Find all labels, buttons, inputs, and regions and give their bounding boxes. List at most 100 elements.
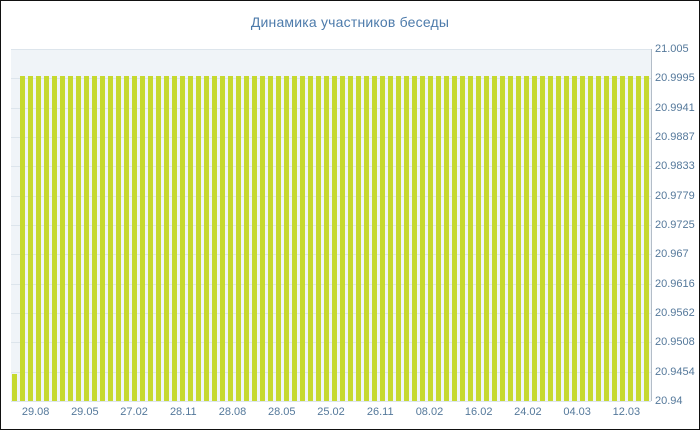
x-axis-tick-label: 29.08 (21, 406, 50, 418)
y-axis-tick-label: 20.9833 (655, 160, 695, 173)
bar (564, 76, 569, 401)
gridline (11, 313, 651, 314)
bar (492, 76, 497, 401)
bar (132, 76, 137, 401)
bar (220, 76, 225, 401)
bar (52, 76, 57, 401)
bar (556, 76, 561, 401)
bar (548, 76, 553, 401)
x-axis-tick-label: 28.11 (169, 406, 197, 418)
y-axis-tick-label: 20.9887 (655, 131, 695, 143)
bar (156, 76, 161, 401)
y-axis-tick-label: 20.9995 (655, 72, 695, 85)
bar (372, 76, 377, 401)
bar (276, 76, 281, 401)
chart-title: Динамика участников беседы (250, 14, 450, 30)
bar (604, 76, 609, 401)
bar (268, 76, 273, 401)
bar (252, 76, 257, 401)
plot-area (11, 49, 652, 402)
x-axis-tick-label: 29.05 (71, 406, 99, 418)
x-axis-tick-label: 28.08 (218, 406, 247, 418)
bar (452, 76, 457, 401)
y-axis: 21.005 20.9995 20.9941 20.9887 20.9833 20.977… (655, 43, 699, 407)
bar (68, 76, 73, 401)
bar (116, 76, 121, 401)
bar (108, 76, 113, 401)
bar (420, 76, 425, 401)
bar (620, 76, 625, 401)
gridline (11, 137, 651, 138)
bar (596, 76, 601, 401)
bar (236, 76, 241, 401)
bar (572, 76, 577, 401)
bar (500, 76, 505, 401)
gridline (11, 371, 651, 373)
bar (188, 76, 193, 401)
bar (260, 76, 265, 401)
bar (540, 76, 545, 401)
bar (140, 76, 145, 401)
bar (212, 76, 217, 401)
bar (204, 76, 209, 401)
bar (380, 76, 385, 401)
x-axis-tick-label: 04.03 (563, 406, 591, 418)
bar (292, 76, 297, 401)
bar (428, 76, 433, 401)
bar (588, 76, 593, 401)
bar (60, 76, 65, 401)
bar (300, 76, 305, 401)
y-axis-tick-label: 21.005 (655, 43, 689, 55)
bar (436, 76, 441, 401)
bar (20, 76, 25, 401)
y-axis-tick-label: 20.9508 (655, 336, 695, 349)
y-axis-tick-label: 20.9562 (655, 307, 695, 319)
bar (308, 76, 313, 401)
bar (180, 76, 185, 401)
bar (468, 76, 473, 401)
bar (164, 76, 169, 401)
bar (284, 76, 289, 401)
bar (516, 76, 521, 401)
gridline (11, 195, 651, 197)
bar (532, 76, 537, 401)
gridline (11, 49, 651, 50)
bar (92, 76, 97, 401)
bar (412, 76, 417, 401)
x-axis-tick-label: 16.02 (464, 406, 493, 418)
bar (76, 76, 81, 401)
bar (612, 76, 617, 401)
gridline (11, 166, 651, 168)
bar (364, 76, 369, 401)
x-axis-tick-label: 26.11 (366, 406, 394, 418)
y-axis-tick-label: 20.9725 (655, 219, 695, 231)
x-axis: 29.08 29.05 27.02 28.11 28.08 28.05 25.02 26.11… (11, 405, 651, 421)
bar (332, 76, 337, 401)
bar (124, 76, 129, 401)
bar (36, 76, 41, 401)
x-axis-tick-label: 24.02 (514, 406, 542, 418)
bar (476, 76, 481, 401)
y-axis-tick-label: 20.967 (655, 248, 689, 261)
bar (484, 76, 489, 401)
bar (508, 76, 513, 401)
bar (460, 76, 465, 401)
gridline (11, 107, 651, 109)
bar (228, 76, 233, 401)
bar (396, 76, 401, 401)
bar (404, 76, 409, 401)
x-axis-tick-label: 25.02 (317, 406, 345, 418)
y-axis-tick-label: 20.9779 (655, 189, 695, 202)
bar (524, 76, 529, 401)
bar (628, 76, 633, 401)
y-axis-tick-label: 20.94 (655, 395, 683, 407)
gridline (11, 283, 651, 285)
gridline (11, 342, 651, 344)
bar (244, 76, 249, 401)
bar (356, 76, 361, 401)
bar (148, 76, 153, 401)
gridline (11, 401, 651, 402)
bar (196, 76, 201, 401)
bar (172, 76, 177, 401)
